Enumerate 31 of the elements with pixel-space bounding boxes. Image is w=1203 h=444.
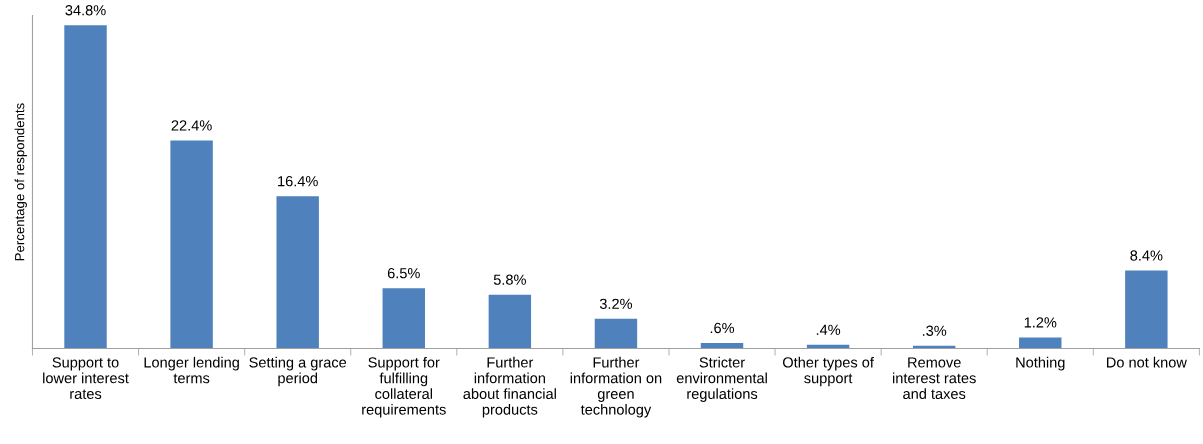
bar (382, 288, 425, 349)
x-tick-label: Support for fulfilling collateral requirements (362, 356, 446, 418)
bar (1125, 270, 1168, 349)
bar (488, 294, 532, 349)
data-label: .6% (710, 322, 735, 334)
bar (64, 25, 107, 349)
data-label: 5.8% (493, 274, 526, 285)
bar (1019, 337, 1062, 349)
data-label: 1.2% (1024, 317, 1057, 328)
bar (276, 196, 319, 349)
x-tick-label: Other types of support (783, 356, 874, 387)
x-tick-label: Longer lending terms (144, 356, 239, 384)
data-label: 34.8% (65, 5, 106, 16)
y-axis-title: Percentage of respondents (14, 103, 27, 261)
bar (594, 318, 638, 349)
data-label: 8.4% (1130, 250, 1163, 261)
x-tick-label: Support to lower interest rates (43, 357, 129, 399)
x-tick-label: Stricter environmental regulations (676, 356, 767, 402)
x-tick-label: Further information on green technology (570, 356, 662, 418)
x-tick-label: Further information about financial products (463, 356, 556, 418)
data-label: 3.2% (599, 298, 633, 309)
x-tick-label: Nothing (1016, 356, 1065, 371)
x-tick-label: Setting a grace period (249, 356, 347, 387)
x-tick-label: Do not know (1107, 356, 1187, 368)
data-label: .3% (922, 325, 947, 336)
data-label: .4% (816, 324, 841, 335)
data-label: 16.4% (278, 176, 318, 187)
data-label: 6.5% (387, 268, 420, 279)
data-label: 22.4% (171, 120, 212, 131)
bar (170, 140, 213, 349)
x-tick-label: Remove interest rates and taxes (893, 357, 976, 399)
